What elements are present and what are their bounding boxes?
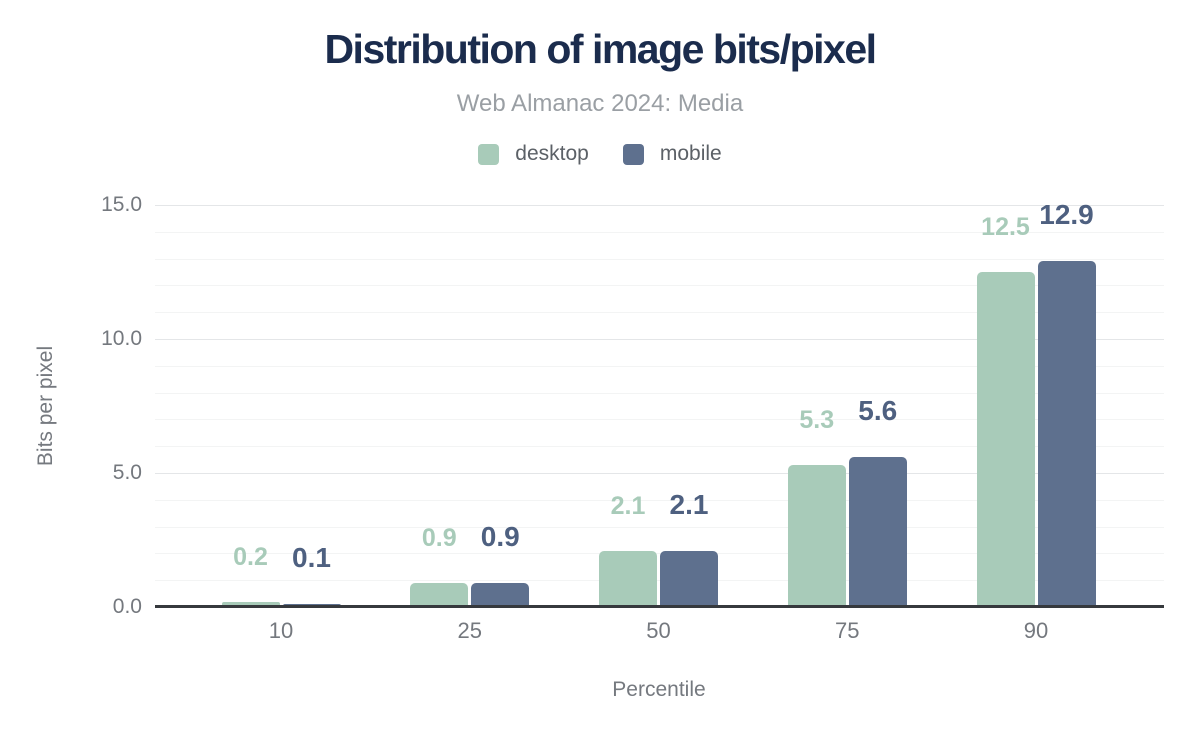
bar-value-label-mobile-p10: 0.1 (292, 542, 331, 574)
bar-desktop-p10[interactable] (221, 601, 280, 607)
gridline (155, 259, 1164, 260)
bar-mobile-p50[interactable] (660, 550, 718, 607)
bar-mobile-p25[interactable] (471, 582, 530, 607)
y-axis-title: Bits per pixel (34, 345, 57, 467)
x-axis-tick-label: 25 (457, 618, 482, 643)
x-axis-baseline (155, 605, 1164, 608)
legend-label-desktop: desktop (515, 142, 589, 165)
bar-value-label-desktop-p50: 2.1 (610, 491, 646, 520)
gridline (155, 500, 1164, 501)
gridline (155, 446, 1164, 447)
chart-title: Distribution of image bits/pixel (324, 26, 877, 72)
bar-desktop-p75[interactable] (787, 464, 846, 607)
mobile-swatch-icon (622, 143, 644, 165)
bar-value-label-mobile-p90: 12.9 (1039, 199, 1094, 231)
bar-desktop-p50[interactable] (599, 550, 657, 607)
bar-desktop-p90[interactable] (976, 272, 1035, 607)
gridline (155, 393, 1164, 394)
bar-value-label-desktop-p90: 12.5 (981, 213, 1030, 241)
x-axis-tick-label: 75 (835, 618, 860, 643)
gridline (155, 580, 1164, 581)
bar-value-label-mobile-p25: 0.9 (480, 520, 520, 552)
gridline (155, 205, 1164, 206)
x-axis-tick-label: 90 (1023, 618, 1049, 643)
x-axis-title: Percentile (612, 678, 706, 701)
gridline (155, 285, 1164, 286)
y-axis-tick-label: 10.0 (101, 327, 142, 350)
legend-item-mobile[interactable]: mobile (622, 142, 722, 166)
gridline (155, 339, 1164, 340)
bar-value-label-desktop-p25: 0.9 (421, 523, 457, 552)
desktop-swatch-icon (478, 143, 500, 165)
x-axis-tick-label: 50 (646, 618, 671, 643)
gridline (155, 366, 1164, 367)
y-axis-tick-label: 15.0 (101, 193, 142, 216)
chart-subtitle: Web Almanac 2024: Media (456, 90, 744, 117)
gridline (155, 553, 1164, 554)
bar-value-label-desktop-p75: 5.3 (799, 405, 835, 434)
gridline (155, 312, 1164, 313)
gridline (155, 527, 1164, 528)
bar-value-label-mobile-p75: 5.6 (858, 394, 898, 426)
gridline (155, 232, 1164, 233)
gridline (155, 419, 1164, 420)
bar-desktop-p25[interactable] (410, 582, 469, 607)
bar-value-label-mobile-p50: 2.1 (669, 488, 709, 520)
gridline (155, 473, 1164, 474)
y-axis-tick-label: 0.0 (112, 595, 142, 618)
y-axis-tick-label: 5.0 (112, 461, 142, 484)
x-axis-tick-label: 10 (268, 618, 294, 643)
legend-item-desktop[interactable]: desktop (478, 142, 589, 166)
bar-mobile-p75[interactable] (848, 456, 907, 607)
legend-label-mobile: mobile (659, 142, 722, 165)
bar-value-label-desktop-p10: 0.2 (233, 542, 268, 571)
bar-mobile-p90[interactable] (1037, 261, 1096, 607)
legend: desktop mobile (0, 142, 1200, 166)
